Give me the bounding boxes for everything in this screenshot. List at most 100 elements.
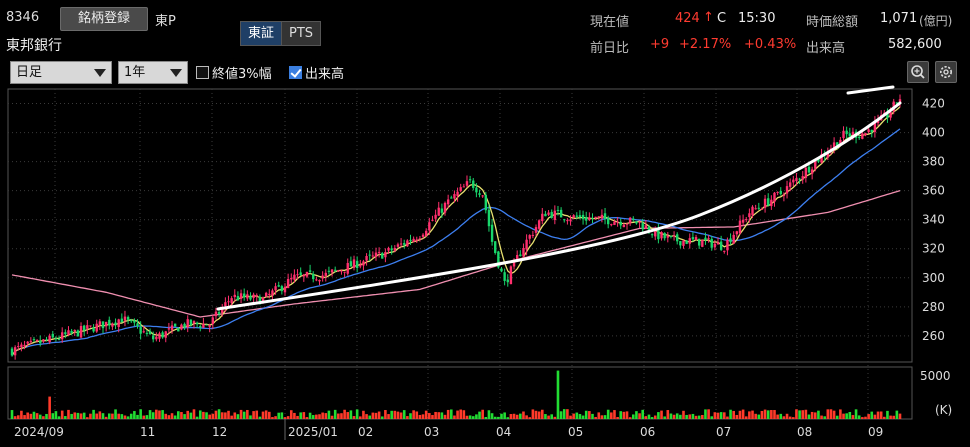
volume-bar [330,415,334,419]
volume-bar [653,415,657,419]
candle-body [638,221,641,223]
volume-bar [883,416,886,419]
y-tick-label: 260 [922,329,945,343]
candle-body [851,131,855,136]
tab-tse[interactable]: 東証 [241,22,283,45]
candle-body [308,270,312,272]
candle-body [603,213,607,219]
tab-pts[interactable]: PTS [282,22,321,45]
volume-bar [628,417,632,419]
volume-bar [252,411,255,419]
volume-bar [29,413,33,419]
volume-bar [155,409,158,419]
candle-body [333,269,337,271]
candle-body [271,290,274,296]
volume-bar [889,415,892,419]
candle-body [569,219,572,222]
volume-bar [848,411,852,419]
volume-bar [669,413,673,419]
volume-bar [550,414,554,419]
candle-body [92,327,95,332]
candle-body [588,217,591,221]
volume-bar [365,414,368,419]
zoom-button[interactable] [907,61,929,83]
candle-body [170,325,174,331]
candle-body [465,181,469,186]
candle-body [625,223,629,225]
range-select[interactable]: 1年 [118,61,188,84]
volume-bar [898,413,902,419]
candle-body [202,323,205,328]
settings-button[interactable] [935,61,957,83]
volume-bar [346,412,350,419]
volume-bar [886,410,889,419]
candle-body [537,220,541,229]
candle-body [89,325,92,327]
market-tabs: 東証 PTS [240,21,322,46]
volume-bar [672,414,676,419]
candle-body [591,217,594,219]
gear-icon [940,66,952,78]
candle-body [760,208,764,210]
candle-body [807,166,811,173]
volume-bar [660,410,663,419]
company-name: 東邦銀行 [6,38,62,54]
stock-code: 8346 [6,10,40,25]
volume-bar [434,411,437,419]
market-cap: 1,071 [880,11,918,26]
y-tick-label: 380 [922,155,945,169]
volume-bar [374,412,378,419]
candle-body [669,235,673,237]
change-value: +9 [650,37,670,52]
candle-body [553,210,557,221]
volume-checkbox[interactable]: 出来高 [289,63,344,82]
volume-bar [835,415,839,419]
volume-bar [406,416,409,419]
checkbox-checked-icon[interactable] [289,66,302,79]
candle-body [798,178,801,180]
candle-body [221,307,224,313]
candle-body [475,187,478,193]
candle-body [431,219,434,221]
candle-body [528,235,531,239]
candle-body [594,216,597,219]
candle-body [412,238,415,242]
candle-body [418,238,422,240]
x-tick-label: 11 [140,425,155,439]
period-select[interactable]: 日足 [10,61,112,84]
candle-body [73,329,76,332]
checkbox-unchecked-icon[interactable] [196,66,209,79]
volume-bar [158,410,161,419]
volume-bar [540,409,544,419]
volume-bar [305,417,309,419]
candle-body [767,198,770,206]
candle-body [355,260,359,269]
register-stock-button[interactable]: 銘柄登録 [60,7,148,31]
volume-bar [409,413,412,419]
volume-bar [358,416,362,419]
volume-bar [246,409,249,419]
volume-bar [286,416,290,419]
volume-bar [431,415,434,419]
x-tick-label: 03 [424,425,439,439]
candle-body [61,332,64,340]
scale-checkbox[interactable]: 終値3%幅 [196,63,272,82]
volume-bar [340,413,343,419]
volume-bar [280,412,284,419]
volume-bar [111,413,114,419]
volume-bar [779,413,783,419]
candle-body [340,270,343,272]
volume-bar [534,410,538,419]
y-tick-label: 420 [922,97,945,111]
candle-body [704,237,707,241]
volume-bar [38,414,42,419]
candle-body [478,193,481,195]
period-select-value: 日足 [16,65,43,80]
candle-body [283,286,287,293]
volume-bar [311,415,315,419]
volume-bar [892,415,896,419]
magnifier-icon [911,65,925,79]
volume-bar [691,413,695,419]
candle-body [211,317,215,324]
